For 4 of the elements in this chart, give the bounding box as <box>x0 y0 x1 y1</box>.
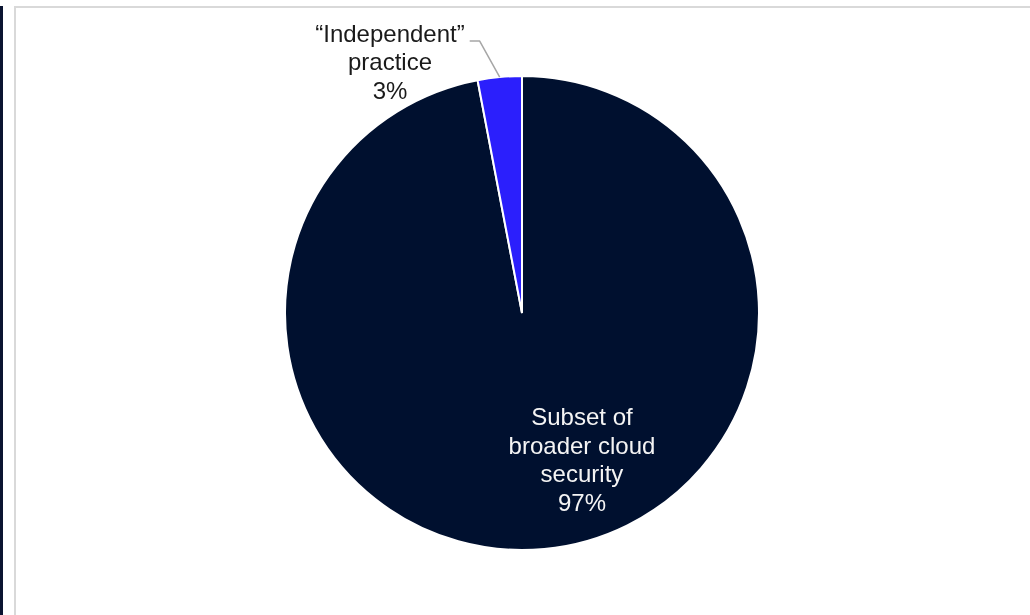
slice-label: “Independent” practice <box>315 19 465 76</box>
data-label: 97% <box>557 488 606 516</box>
data-label: 3% <box>372 76 408 104</box>
slice-label: Subset of broader cloud security <box>508 403 656 488</box>
